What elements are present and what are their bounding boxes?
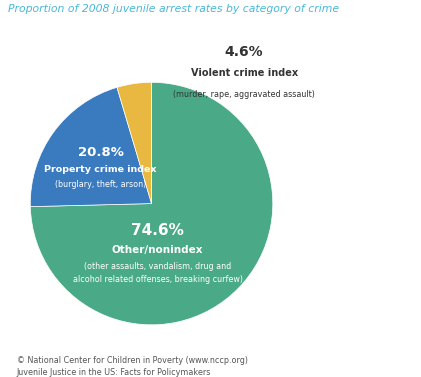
Text: (murder, rape, aggravated assault): (murder, rape, aggravated assault) xyxy=(173,90,315,100)
Text: Proportion of 2008 juvenile arrest rates by category of crime: Proportion of 2008 juvenile arrest rates… xyxy=(8,4,340,14)
Text: Juvenile Justice in the US: Facts for Policymakers: Juvenile Justice in the US: Facts for Po… xyxy=(17,368,211,377)
Text: Other/nonindex: Other/nonindex xyxy=(112,245,203,254)
Wedge shape xyxy=(30,87,152,207)
Text: © National Center for Children in Poverty (www.nccp.org): © National Center for Children in Povert… xyxy=(17,356,248,365)
Text: alcohol related offenses, breaking curfew): alcohol related offenses, breaking curfe… xyxy=(72,276,242,285)
Text: 4.6%: 4.6% xyxy=(225,45,264,59)
Text: (other assaults, vandalism, drug and: (other assaults, vandalism, drug and xyxy=(84,262,231,271)
Wedge shape xyxy=(117,82,152,204)
Text: Property crime index: Property crime index xyxy=(44,165,157,174)
Text: (burglary, theft, arson): (burglary, theft, arson) xyxy=(55,180,146,188)
Text: 20.8%: 20.8% xyxy=(78,146,124,159)
Text: 74.6%: 74.6% xyxy=(131,223,184,238)
Wedge shape xyxy=(30,82,273,325)
Text: Violent crime index: Violent crime index xyxy=(191,68,298,78)
